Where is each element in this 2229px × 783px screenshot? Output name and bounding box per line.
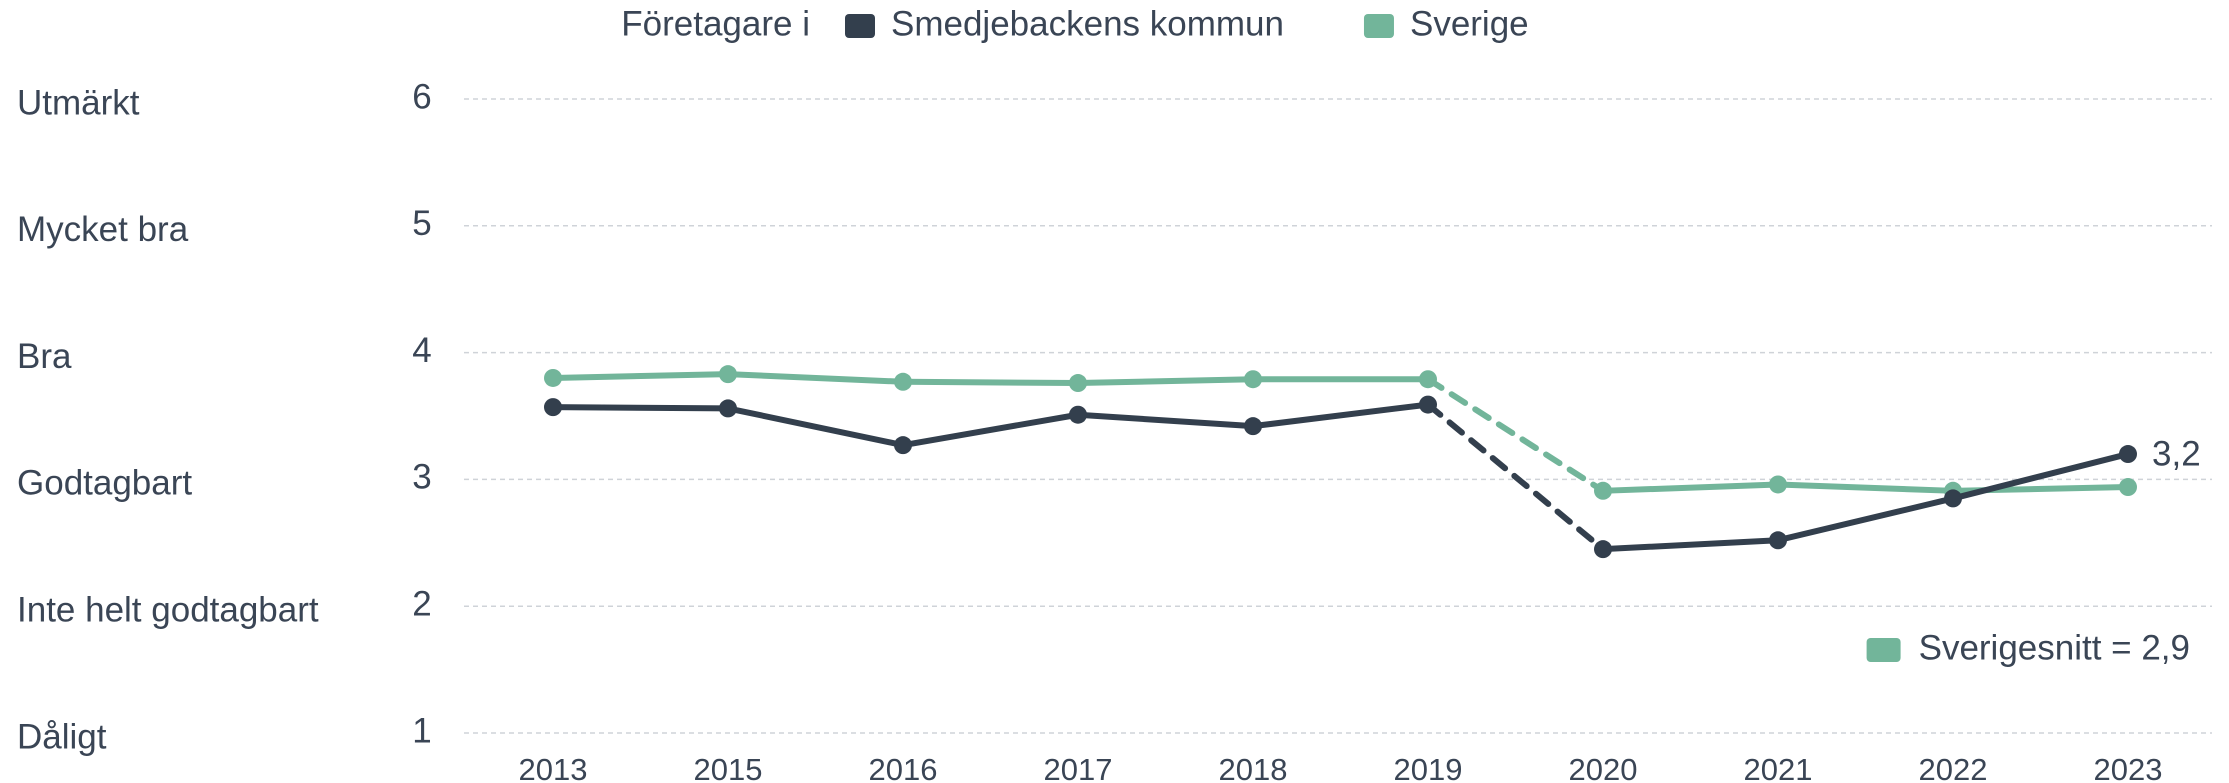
line-segment: [1075, 411, 1256, 430]
line-segment: [550, 371, 731, 381]
data-point: [544, 368, 562, 387]
data-point: [544, 398, 562, 417]
y-tick-description: Dåligt: [17, 717, 107, 756]
data-point: [1244, 417, 1262, 436]
data-point: [1419, 395, 1437, 414]
x-tick-label: 2023: [2094, 752, 2163, 783]
line-segment: [1775, 481, 1956, 494]
line-segment: [1425, 376, 1606, 494]
y-tick-label: 2: [412, 584, 431, 623]
y-tick-description: Mycket bra: [17, 210, 189, 249]
data-label: 3,2: [2152, 434, 2201, 473]
line-segment: [900, 378, 1081, 387]
line-segment: [1600, 537, 1781, 553]
x-tick-label: 2017: [1044, 752, 1113, 783]
data-point: [1594, 540, 1612, 559]
data-point: [719, 399, 737, 418]
y-tick-description: Godtagbart: [17, 464, 192, 503]
data-point: [1244, 370, 1262, 389]
legend-swatch: [1363, 14, 1394, 38]
y-tick-label: 1: [412, 711, 431, 750]
line-segment: [1950, 451, 2131, 502]
x-tick-label: 2021: [1744, 752, 1813, 783]
data-point: [1944, 489, 1962, 508]
x-tick-label: 2018: [1219, 752, 1288, 783]
x-tick-label: 2013: [519, 752, 588, 783]
data-point: [1069, 374, 1087, 393]
legend-swatch: [845, 14, 875, 38]
data-point: [2119, 445, 2137, 464]
line-segment: [1250, 401, 1431, 430]
annotation-swatch: [1866, 638, 1901, 662]
line-segment: [725, 371, 906, 385]
legend-label: Smedjebackens kommun: [891, 4, 1284, 43]
line-segment: [725, 405, 906, 449]
y-tick-label: 3: [412, 458, 431, 497]
x-tick-label: 2016: [869, 752, 938, 783]
y-tick-description: Inte helt godtagbart: [17, 590, 319, 629]
y-tick-description: Bra: [17, 337, 72, 376]
line-segment: [900, 411, 1081, 449]
data-point: [1594, 481, 1612, 500]
line-segment: [1600, 481, 1781, 494]
x-tick-label: 2022: [1919, 752, 1988, 783]
data-point: [1069, 405, 1087, 424]
legend-label: Sverige: [1410, 4, 1529, 43]
data-point: [1419, 370, 1437, 389]
annotation-text: Sverigesnitt = 2,9: [1919, 628, 2190, 667]
data-point: [719, 365, 737, 384]
line-segment: [1775, 495, 1956, 544]
x-tick-label: 2019: [1394, 752, 1463, 783]
y-tick-label: 4: [412, 331, 431, 370]
line-segment: [1075, 376, 1256, 387]
data-point: [894, 436, 912, 455]
x-tick-label: 2020: [1569, 752, 1638, 783]
line-segment: [550, 404, 731, 412]
data-point: [1769, 475, 1787, 494]
y-tick-description: Utmärkt: [17, 83, 140, 122]
data-point: [894, 372, 912, 391]
data-point: [2119, 478, 2137, 497]
data-point: [1769, 531, 1787, 550]
y-tick-label: 5: [412, 204, 431, 243]
legend-title: Företagare i: [621, 4, 810, 43]
y-tick-label: 6: [412, 77, 431, 116]
line-segment: [1425, 401, 1606, 553]
x-tick-label: 2015: [694, 752, 763, 783]
